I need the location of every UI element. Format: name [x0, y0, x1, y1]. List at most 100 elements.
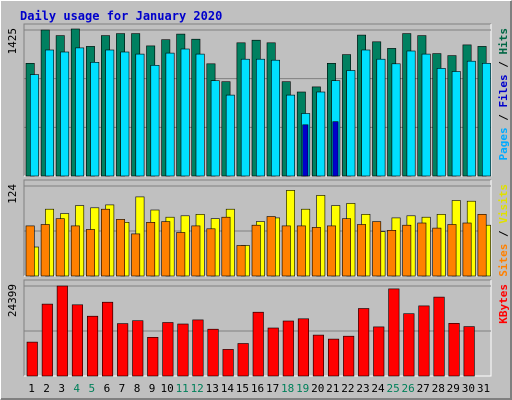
series-label-pages: Pages — [497, 127, 510, 160]
bar-files-day-28 — [436, 68, 446, 177]
series-kbytes — [26, 285, 475, 377]
bar-files-day-2 — [45, 49, 55, 177]
bar-sites-day-31 — [477, 214, 487, 277]
x-tick-label-day-29: 29 — [447, 382, 460, 395]
bar-sites-day-15 — [236, 245, 246, 277]
x-tick-label-day-23: 23 — [356, 382, 369, 395]
x-tick-label-day-12: 12 — [191, 382, 204, 395]
bar-files-day-17 — [271, 59, 280, 177]
series-label-kbytes: KBytes — [497, 284, 510, 324]
bar-files-day-5 — [90, 61, 100, 177]
x-tick-label-day-10: 10 — [160, 382, 173, 395]
bar-sites-day-28 — [432, 227, 442, 277]
series-label-sites: Sites — [497, 244, 510, 277]
bar-sites-day-24 — [372, 221, 382, 277]
bar-kbytes-day-19 — [297, 318, 310, 377]
bar-sites-day-23 — [357, 224, 366, 277]
bar-kbytes-day-3 — [56, 285, 68, 377]
bar-files-day-27 — [421, 53, 431, 177]
x-tick-label-day-6: 6 — [104, 382, 111, 395]
bar-sites-day-8 — [131, 233, 141, 277]
y-axis-max-label: 24399 — [6, 284, 19, 317]
x-tick-label-day-19: 19 — [296, 382, 309, 395]
bar-sites-day-2 — [40, 224, 50, 277]
bar-kbytes-day-25 — [388, 288, 400, 377]
chart-title: Daily usage for January 2020 — [20, 9, 222, 23]
series-sites — [25, 208, 487, 277]
bar-files-day-4 — [75, 47, 85, 177]
x-tick-label-day-4: 4 — [73, 382, 80, 395]
bar-files-day-14 — [225, 94, 235, 177]
bar-sites-day-11 — [176, 232, 186, 277]
chart-panel-1: 1425 Pages / Files / Hits — [6, 23, 510, 177]
bar-sites-day-17 — [266, 216, 276, 277]
x-tick-label-day-27: 27 — [417, 382, 430, 395]
label-separator: / — [497, 108, 510, 128]
bar-kbytes-day-16 — [252, 311, 264, 377]
bar-sites-day-21 — [326, 225, 336, 277]
bar-kbytes-day-2 — [41, 303, 53, 377]
bar-files-day-3 — [60, 51, 70, 177]
x-tick-label-day-22: 22 — [341, 382, 354, 395]
x-tick-label-day-8: 8 — [134, 382, 141, 395]
y-axis-max-label: 124 — [6, 184, 19, 204]
series-pages — [302, 121, 339, 177]
y-axis-series-labels: KBytes — [497, 284, 510, 324]
bar-sites-day-1 — [25, 225, 35, 277]
x-tick-label-day-25: 25 — [386, 382, 399, 395]
bar-kbytes-day-6 — [102, 301, 114, 377]
bar-sites-day-12 — [191, 225, 201, 277]
series-label-visits: Visits — [497, 184, 510, 224]
bar-files-day-20 — [316, 91, 326, 177]
bar-kbytes-day-1 — [26, 341, 38, 377]
bar-files-day-6 — [105, 49, 115, 177]
x-tick-label-day-14: 14 — [221, 382, 235, 395]
bar-kbytes-day-8 — [132, 320, 144, 377]
bar-files-day-12 — [195, 53, 205, 177]
x-tick-label-day-26: 26 — [401, 382, 414, 395]
bar-files-day-8 — [135, 53, 145, 177]
bar-files-day-10 — [165, 52, 175, 177]
x-tick-label-day-16: 16 — [251, 382, 264, 395]
bar-files-day-25 — [391, 63, 401, 177]
bar-files-day-11 — [180, 48, 190, 177]
bar-files-day-22 — [346, 70, 356, 177]
bar-files-day-16 — [255, 58, 265, 177]
bar-kbytes-day-10 — [162, 322, 174, 377]
chart-panels: 1425 Pages / Files / Hits 124 Sites / Visit… — [6, 23, 510, 377]
x-tick-label-day-9: 9 — [149, 382, 156, 395]
x-tick-label-day-18: 18 — [281, 382, 294, 395]
bar-kbytes-day-29 — [448, 322, 460, 377]
x-tick-label-day-28: 28 — [432, 382, 445, 395]
bar-files-day-30 — [466, 60, 476, 177]
label-separator: / — [497, 55, 510, 75]
bar-sites-day-16 — [251, 224, 261, 277]
bar-files-day-23 — [361, 49, 371, 177]
bar-sites-day-9 — [146, 222, 156, 277]
x-tick-label-day-5: 5 — [88, 382, 95, 395]
bar-sites-day-19 — [296, 225, 306, 277]
bar-sites-day-5 — [86, 229, 95, 277]
x-tick-label-day-21: 21 — [326, 382, 339, 395]
chart-panel-3: 24399 KBytes — [6, 279, 510, 377]
bar-kbytes-day-4 — [71, 304, 83, 377]
bar-files-day-13 — [210, 80, 220, 177]
bar-sites-day-10 — [161, 221, 171, 277]
y-axis-series-labels: Sites / Visits — [497, 184, 510, 277]
bar-sites-day-4 — [70, 225, 80, 277]
bar-sites-day-20 — [311, 227, 321, 277]
chart-panel-2: 124 Sites / Visits — [6, 179, 510, 277]
bar-kbytes-day-17 — [267, 327, 279, 377]
bar-sites-day-30 — [462, 222, 472, 277]
bar-files-day-29 — [451, 71, 461, 177]
bar-kbytes-day-15 — [237, 343, 249, 377]
x-tick-label-day-11: 11 — [176, 382, 189, 395]
label-separator: / — [497, 224, 510, 244]
bar-kbytes-day-23 — [358, 308, 370, 377]
bar-kbytes-day-5 — [87, 315, 99, 377]
bar-files-day-31 — [481, 62, 491, 177]
bar-files-day-15 — [240, 58, 250, 177]
y-axis-max-label: 1425 — [6, 28, 19, 55]
x-axis-day-labels: 1 2 3 4 5 6 7 8 9 10 11 12 13 14 15 16 17 18 19 20 21 22 23 24 2… — [28, 382, 490, 395]
